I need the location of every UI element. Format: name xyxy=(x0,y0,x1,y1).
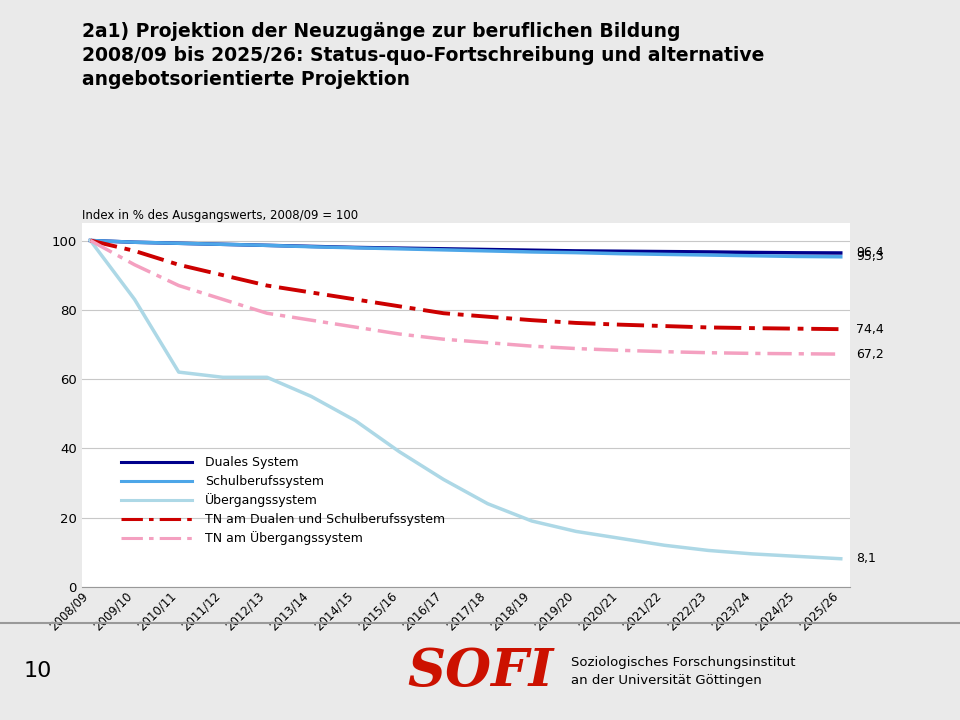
Text: Übergangssystem: Übergangssystem xyxy=(205,493,318,507)
Text: SOFI: SOFI xyxy=(407,646,553,697)
Text: Duales System: Duales System xyxy=(205,456,299,469)
Text: 10: 10 xyxy=(24,662,53,681)
Text: 74,4: 74,4 xyxy=(856,323,884,336)
Text: TN am Dualen und Schulberufssystem: TN am Dualen und Schulberufssystem xyxy=(205,513,445,526)
Text: 95,3: 95,3 xyxy=(856,251,884,264)
Text: Index in % des Ausgangswerts, 2008/09 = 100: Index in % des Ausgangswerts, 2008/09 = … xyxy=(82,209,358,222)
Text: Soziologisches Forschungsinstitut
an der Universität Göttingen: Soziologisches Forschungsinstitut an der… xyxy=(571,656,796,687)
Text: TN am Übergangssystem: TN am Übergangssystem xyxy=(205,531,363,545)
Text: 96,4: 96,4 xyxy=(856,246,884,259)
Text: 67,2: 67,2 xyxy=(856,348,884,361)
Text: 8,1: 8,1 xyxy=(856,552,876,565)
Text: 2a1) Projektion der Neuzugänge zur beruflichen Bildung
2008/09 bis 2025/26: Stat: 2a1) Projektion der Neuzugänge zur beruf… xyxy=(82,22,764,89)
Text: Schulberufssystem: Schulberufssystem xyxy=(205,474,324,487)
